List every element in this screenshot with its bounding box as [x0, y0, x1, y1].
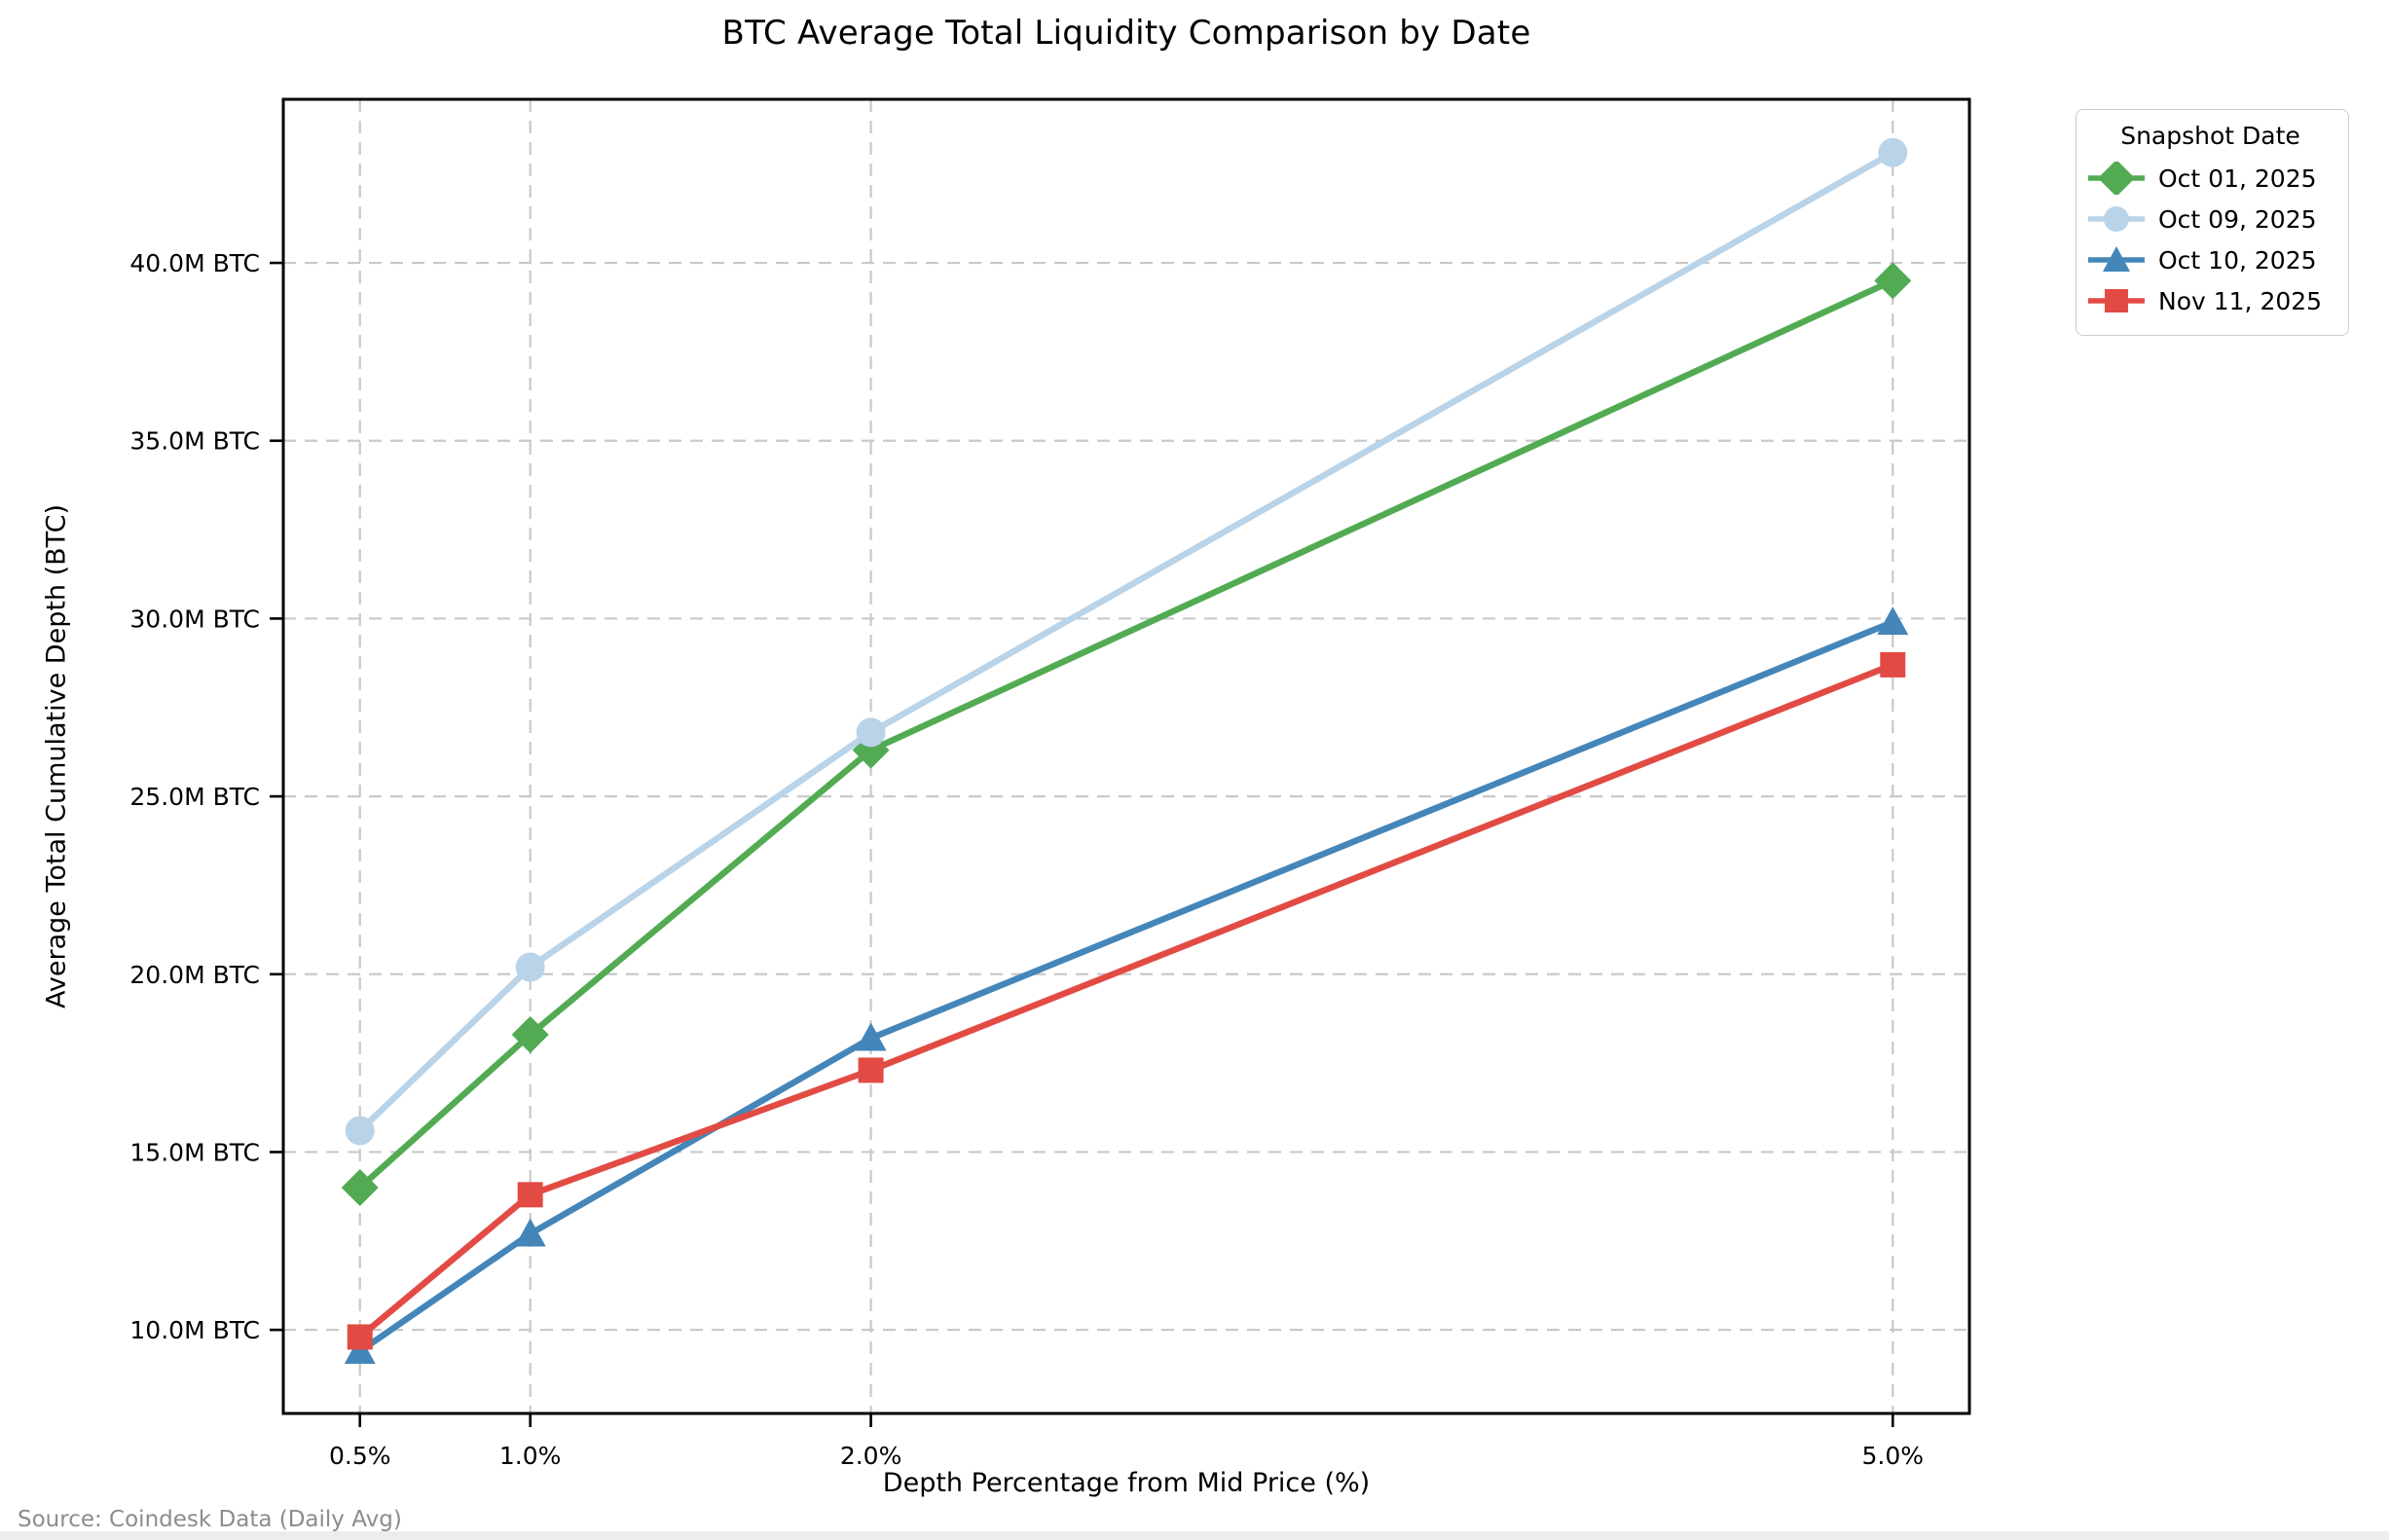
legend-label: Oct 09, 2025 [2158, 204, 2317, 234]
series-oct-10-2025 [344, 606, 1909, 1365]
legend-swatch [2088, 289, 2145, 312]
circle-marker [2104, 206, 2129, 232]
legend-label: Nov 11, 2025 [2158, 286, 2323, 315]
series-nov-11-2025 [347, 651, 1906, 1350]
diamond-marker [341, 1168, 379, 1206]
triangle-marker [855, 1022, 887, 1051]
triangle-marker [344, 1336, 376, 1365]
circle-marker [1878, 137, 1908, 167]
circle-marker [856, 717, 886, 748]
series-line [356, 618, 1896, 1355]
plot-border [281, 97, 1971, 1415]
series-layer [341, 137, 1912, 1365]
legend-item-oct-10-2025: Oct 10, 2025 [2086, 239, 2334, 280]
series-oct-01-2025 [341, 262, 1912, 1206]
y-tick-label: 30.0M BTC [129, 605, 260, 633]
x-tick-label: 1.0% [499, 1442, 562, 1470]
diamond-marker [511, 1015, 549, 1053]
x-tick-label: 2.0% [840, 1442, 902, 1470]
triangle-marker [514, 1218, 546, 1247]
legend-item-oct-01-2025: Oct 01, 2025 [2086, 158, 2334, 199]
legend-swatch [2088, 246, 2145, 272]
y-tick-label: 25.0M BTC [129, 783, 260, 811]
tick-label-layer: 10.0M BTC 15.0M BTC 20.0M BTC 25.0M BTC 30.0… [129, 249, 1924, 1470]
square-marker [517, 1182, 543, 1208]
square-marker [1880, 651, 1906, 678]
y-tick-label: 35.0M BTC [129, 427, 260, 456]
x-tick-label: 0.5% [329, 1442, 391, 1470]
circle-marker [515, 952, 545, 982]
legend: Snapshot Date Oct 01, 2025 Oct 09, 2025 Oc… [2076, 109, 2349, 336]
square-marker [347, 1324, 373, 1350]
legend-label: Oct 10, 2025 [2158, 245, 2317, 275]
grid-layer [283, 99, 1969, 1413]
y-tick-label: 15.0M BTC [129, 1138, 260, 1166]
legend-label: Oct 01, 2025 [2158, 164, 2317, 193]
y-tick-label: 20.0M BTC [129, 961, 260, 989]
axes-layer [270, 97, 1971, 1427]
diamond-marker [1874, 262, 1912, 300]
chart-title: BTC Average Total Liquidity Comparison b… [721, 14, 1531, 53]
legend-title: Snapshot Date [2120, 122, 2300, 150]
triangle-marker [2103, 246, 2130, 272]
x-axis-label: Depth Percentage from Mid Price (%) [882, 1468, 1371, 1498]
legend-item-oct-09-2025: Oct 09, 2025 [2086, 199, 2334, 239]
y-tick-label: 10.0M BTC [129, 1316, 260, 1344]
x-tick-label: 5.0% [1862, 1442, 1925, 1470]
bottom-edge-strip [0, 1531, 2389, 1540]
y-tick-label: 40.0M BTC [129, 249, 260, 277]
square-marker [858, 1057, 884, 1083]
series-line [356, 277, 1896, 1192]
source-note: Source: Coindesk Data (Daily Avg) [18, 1507, 402, 1532]
y-axis-label: Average Total Cumulative Depth (BTC) [41, 504, 72, 1008]
legend-item-nov-11-2025: Nov 11, 2025 [2086, 280, 2334, 321]
series-line [356, 149, 1896, 1134]
legend-swatch [2088, 206, 2145, 232]
diamond-marker [2098, 162, 2135, 195]
legend-rows: Oct 01, 2025 Oct 09, 2025 Oct 10, 2025 Nov … [2086, 158, 2334, 321]
square-marker [2105, 289, 2128, 312]
series-line [356, 661, 1896, 1340]
series-oct-09-2025 [345, 137, 1908, 1146]
circle-marker [345, 1116, 375, 1146]
legend-swatch [2088, 162, 2145, 195]
triangle-marker [1877, 606, 1909, 636]
